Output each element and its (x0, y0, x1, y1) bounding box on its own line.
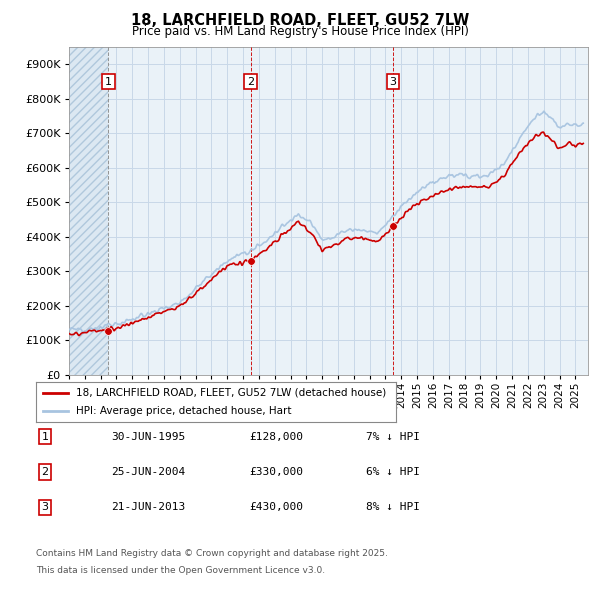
Text: 2: 2 (247, 77, 254, 87)
Bar (69, 47, 109, 375)
Text: Contains HM Land Registry data © Crown copyright and database right 2025.: Contains HM Land Registry data © Crown c… (36, 549, 388, 558)
Text: 25-JUN-2004: 25-JUN-2004 (111, 467, 185, 477)
Text: 1: 1 (41, 432, 49, 441)
Text: 3: 3 (389, 77, 397, 87)
Text: 2: 2 (41, 467, 49, 477)
Text: 6% ↓ HPI: 6% ↓ HPI (366, 467, 420, 477)
Text: This data is licensed under the Open Government Licence v3.0.: This data is licensed under the Open Gov… (36, 566, 325, 575)
Text: 8% ↓ HPI: 8% ↓ HPI (366, 503, 420, 512)
Text: HPI: Average price, detached house, Hart: HPI: Average price, detached house, Hart (76, 407, 291, 417)
Text: 18, LARCHFIELD ROAD, FLEET, GU52 7LW: 18, LARCHFIELD ROAD, FLEET, GU52 7LW (131, 13, 469, 28)
Text: 7% ↓ HPI: 7% ↓ HPI (366, 432, 420, 441)
Text: 18, LARCHFIELD ROAD, FLEET, GU52 7LW (detached house): 18, LARCHFIELD ROAD, FLEET, GU52 7LW (de… (76, 388, 386, 398)
Text: £330,000: £330,000 (249, 467, 303, 477)
Text: £128,000: £128,000 (249, 432, 303, 441)
Text: 30-JUN-1995: 30-JUN-1995 (111, 432, 185, 441)
Text: 1: 1 (105, 77, 112, 87)
Text: 21-JUN-2013: 21-JUN-2013 (111, 503, 185, 512)
Text: 3: 3 (41, 503, 49, 512)
Text: Price paid vs. HM Land Registry's House Price Index (HPI): Price paid vs. HM Land Registry's House … (131, 25, 469, 38)
Text: £430,000: £430,000 (249, 503, 303, 512)
